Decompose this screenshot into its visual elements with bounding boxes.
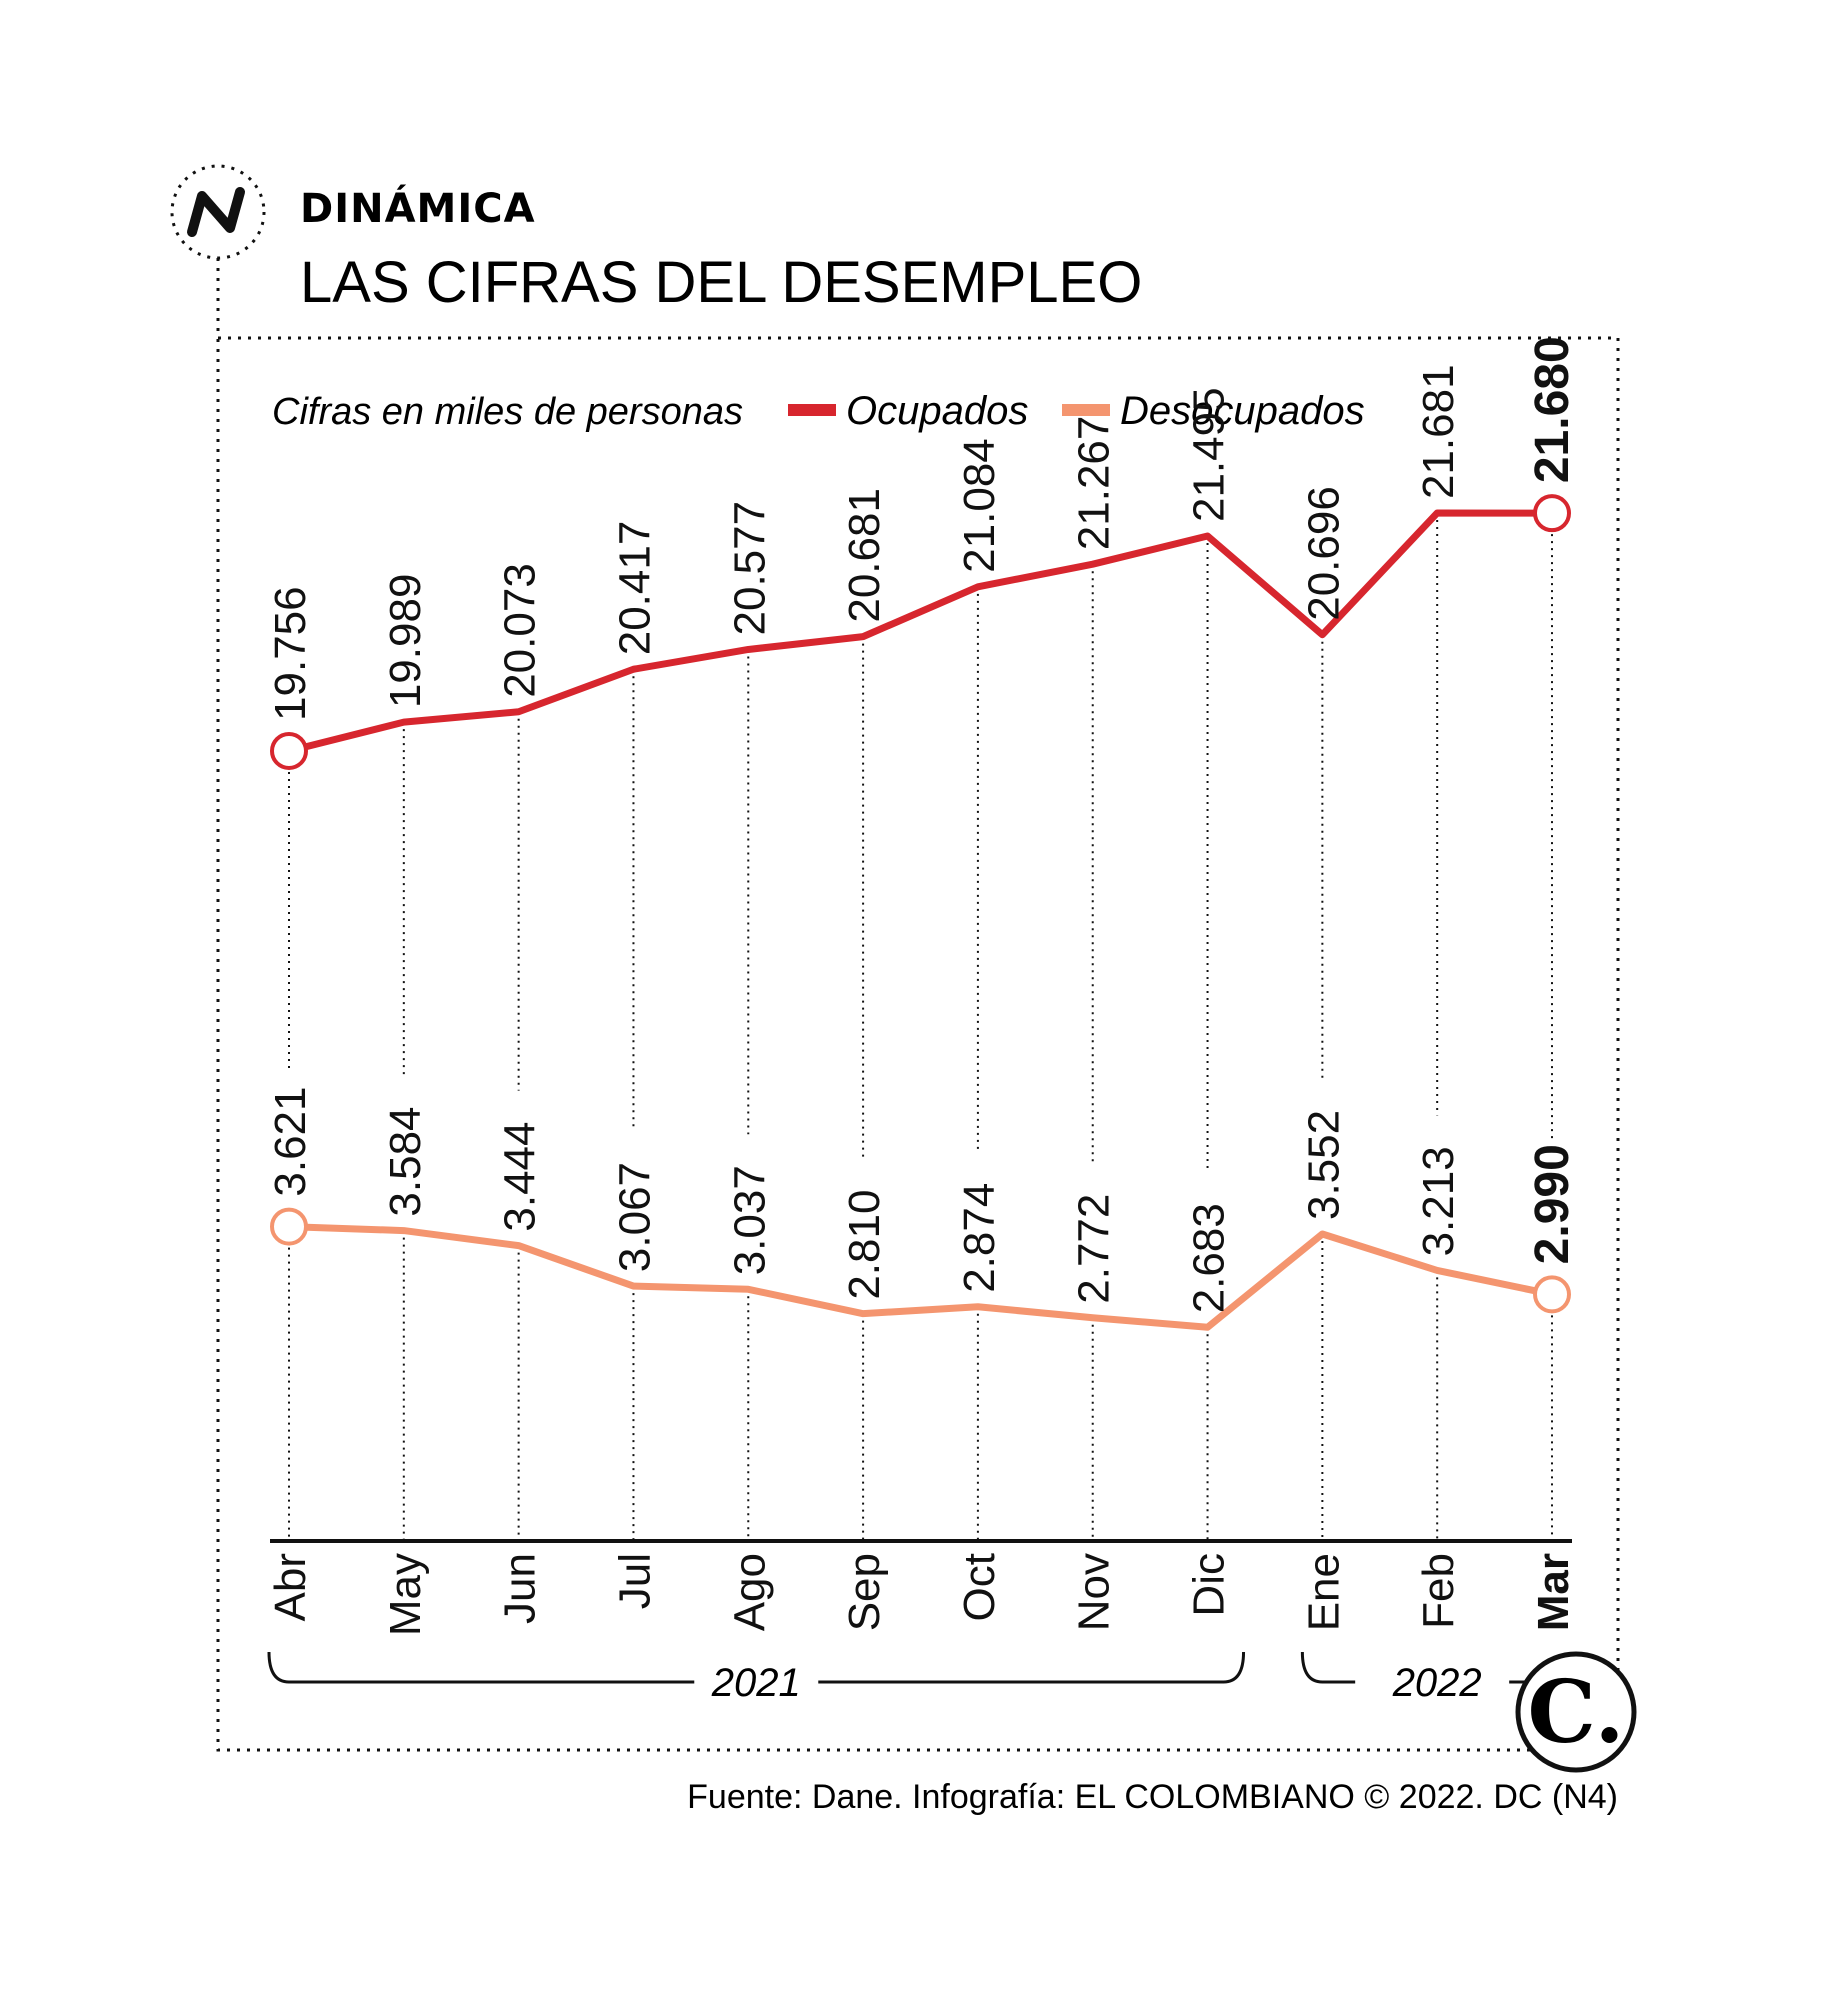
tick-label-may: May — [381, 1553, 430, 1636]
tick-label-jun: Jun — [496, 1553, 545, 1624]
data-label-ocupados-ago: 20.577 — [725, 501, 774, 636]
chart-frame — [216, 336, 1620, 1752]
tick-label-oct: Oct — [955, 1553, 1004, 1621]
tick-label-dic: Dic — [1185, 1553, 1234, 1617]
legend-label-desocupados: Desocupados — [1120, 389, 1365, 433]
data-label-desocupados-jun: 3.444 — [496, 1122, 545, 1232]
year-label-2022: 2022 — [1392, 1661, 1482, 1705]
data-label-desocupados-sep: 2.810 — [840, 1190, 889, 1300]
el-colombiano-logo-icon: C. — [1515, 1651, 1637, 1773]
trend-icon — [170, 164, 266, 260]
data-label-ocupados-jun: 20.073 — [496, 563, 545, 698]
data-label-ocupados-nov: 21.267 — [1070, 416, 1119, 551]
data-label-ocupados-sep: 20.681 — [840, 488, 889, 623]
data-label-ocupados-mar: 21.680 — [1526, 336, 1579, 483]
year-bracket-2021 — [267, 1651, 1246, 1684]
legend: Ocupados Desocupados — [788, 389, 1365, 433]
legend-label-ocupados: Ocupados — [846, 389, 1028, 433]
tick-label-nov: Nov — [1070, 1553, 1119, 1631]
data-label-ocupados-oct: 21.084 — [955, 438, 1004, 573]
data-label-ocupados-ene: 20.696 — [1299, 486, 1348, 621]
source-note: Fuente: Dane. Infografía: EL COLOMBIANO … — [687, 1778, 1618, 1816]
year-label-2021: 2021 — [711, 1661, 801, 1705]
series-line-ocupados — [288, 509, 1553, 755]
tick-label-feb: Feb — [1414, 1553, 1463, 1629]
data-label-desocupados-mar: 2.990 — [1526, 1144, 1579, 1264]
tick-label-abr: Abr — [266, 1553, 315, 1621]
kicker: DINÁMICA — [300, 184, 536, 232]
page-title: LAS CIFRAS DEL DESEMPLEO — [300, 250, 1142, 315]
data-label-ocupados-may: 19.989 — [381, 574, 430, 709]
data-label-desocupados-dic: 2.683 — [1185, 1203, 1234, 1313]
plot-area: 19.756 19.989 20.073 20.417 20.577 20.681 21.0… — [266, 336, 1579, 1636]
data-label-desocupados-oct: 2.874 — [955, 1183, 1004, 1293]
series-line-desocupados — [288, 1223, 1553, 1331]
data-label-desocupados-ago: 3.037 — [725, 1165, 774, 1275]
endpoint-marker-desocupados-mar — [1533, 1275, 1571, 1314]
units-note: Cifras en miles de personas — [272, 391, 743, 433]
tick-label-jul: Jul — [610, 1553, 659, 1609]
data-label-desocupados-ene: 3.552 — [1299, 1110, 1348, 1220]
endpoint-marker-ocupados-mar — [1533, 494, 1571, 533]
data-label-ocupados-jul: 20.417 — [610, 521, 659, 656]
data-label-ocupados-abr: 19.756 — [266, 586, 315, 721]
data-label-ocupados-dic: 21.495 — [1185, 387, 1234, 522]
tick-label-mar: Mar — [1529, 1553, 1578, 1631]
endpoint-marker-ocupados-abr — [270, 731, 308, 770]
endpoint-marker-desocupados-abr — [270, 1207, 308, 1246]
data-label-desocupados-abr: 3.621 — [266, 1087, 315, 1197]
tick-label-ago: Ago — [725, 1553, 774, 1631]
tick-label-ene: Ene — [1299, 1553, 1348, 1631]
year-brackets: 2021 2022 — [267, 1651, 1542, 1705]
data-label-desocupados-may: 3.584 — [381, 1106, 430, 1216]
tick-label-sep: Sep — [840, 1553, 889, 1631]
data-label-desocupados-feb: 3.213 — [1414, 1146, 1463, 1256]
data-label-ocupados-feb: 21.681 — [1414, 364, 1463, 499]
data-label-desocupados-nov: 2.772 — [1070, 1194, 1119, 1304]
data-label-desocupados-jul: 3.067 — [610, 1162, 659, 1272]
logo-letter: C. — [1528, 1662, 1625, 1763]
